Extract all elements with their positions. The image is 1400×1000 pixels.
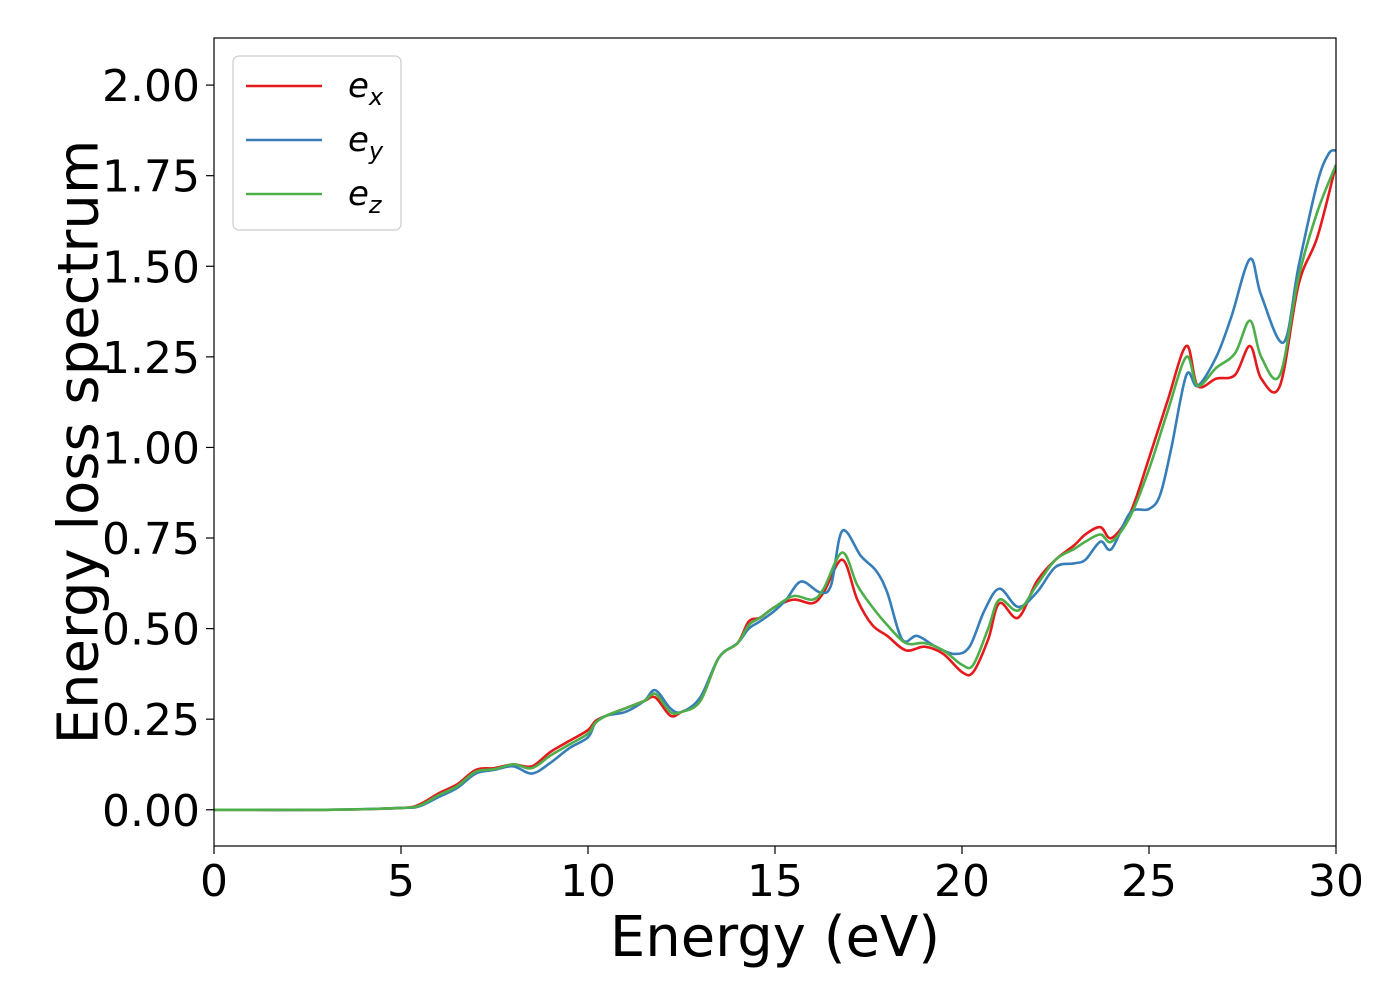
x-tick-label: 10 [560, 856, 616, 907]
legend-label-z: ez [348, 174, 383, 219]
x-tick-label: 0 [200, 856, 228, 907]
y-tick-label: 1.75 [102, 152, 200, 203]
legend-label-y: ey [348, 120, 384, 165]
y-tick-label: 1.00 [102, 423, 200, 474]
y-tick-label: 0.50 [102, 605, 200, 656]
series-layer [214, 149, 1336, 812]
x-tick-label: 30 [1308, 856, 1364, 907]
x-tick-label: 25 [1121, 856, 1177, 907]
x-axis: 0 5 10 15 20 25 30 [200, 846, 1364, 907]
x-tick-label: 5 [387, 856, 415, 907]
series-line-z [214, 164, 1336, 812]
legend: ex ey ez [232, 55, 402, 231]
y-tick-label: 1.50 [102, 242, 200, 293]
y-tick-label: 2.00 [102, 61, 200, 112]
legend-label-x: ex [348, 66, 384, 111]
legend-box [232, 55, 402, 231]
series-line-y [214, 149, 1336, 812]
y-tick-label: 0.75 [102, 514, 200, 565]
y-axis-label: Energy loss spectrum [47, 140, 112, 745]
x-tick-label: 15 [747, 856, 803, 907]
x-axis-label: Energy (eV) [610, 905, 940, 970]
y-tick-label: 0.25 [102, 695, 200, 746]
y-tick-label: 1.25 [102, 333, 200, 384]
y-axis: 0.00 0.25 0.50 0.75 1.00 1.25 1.50 1.75 2.00 [102, 61, 214, 837]
x-tick-label: 20 [934, 856, 990, 907]
series-line-x [214, 164, 1336, 812]
y-tick-label: 0.00 [102, 786, 200, 837]
